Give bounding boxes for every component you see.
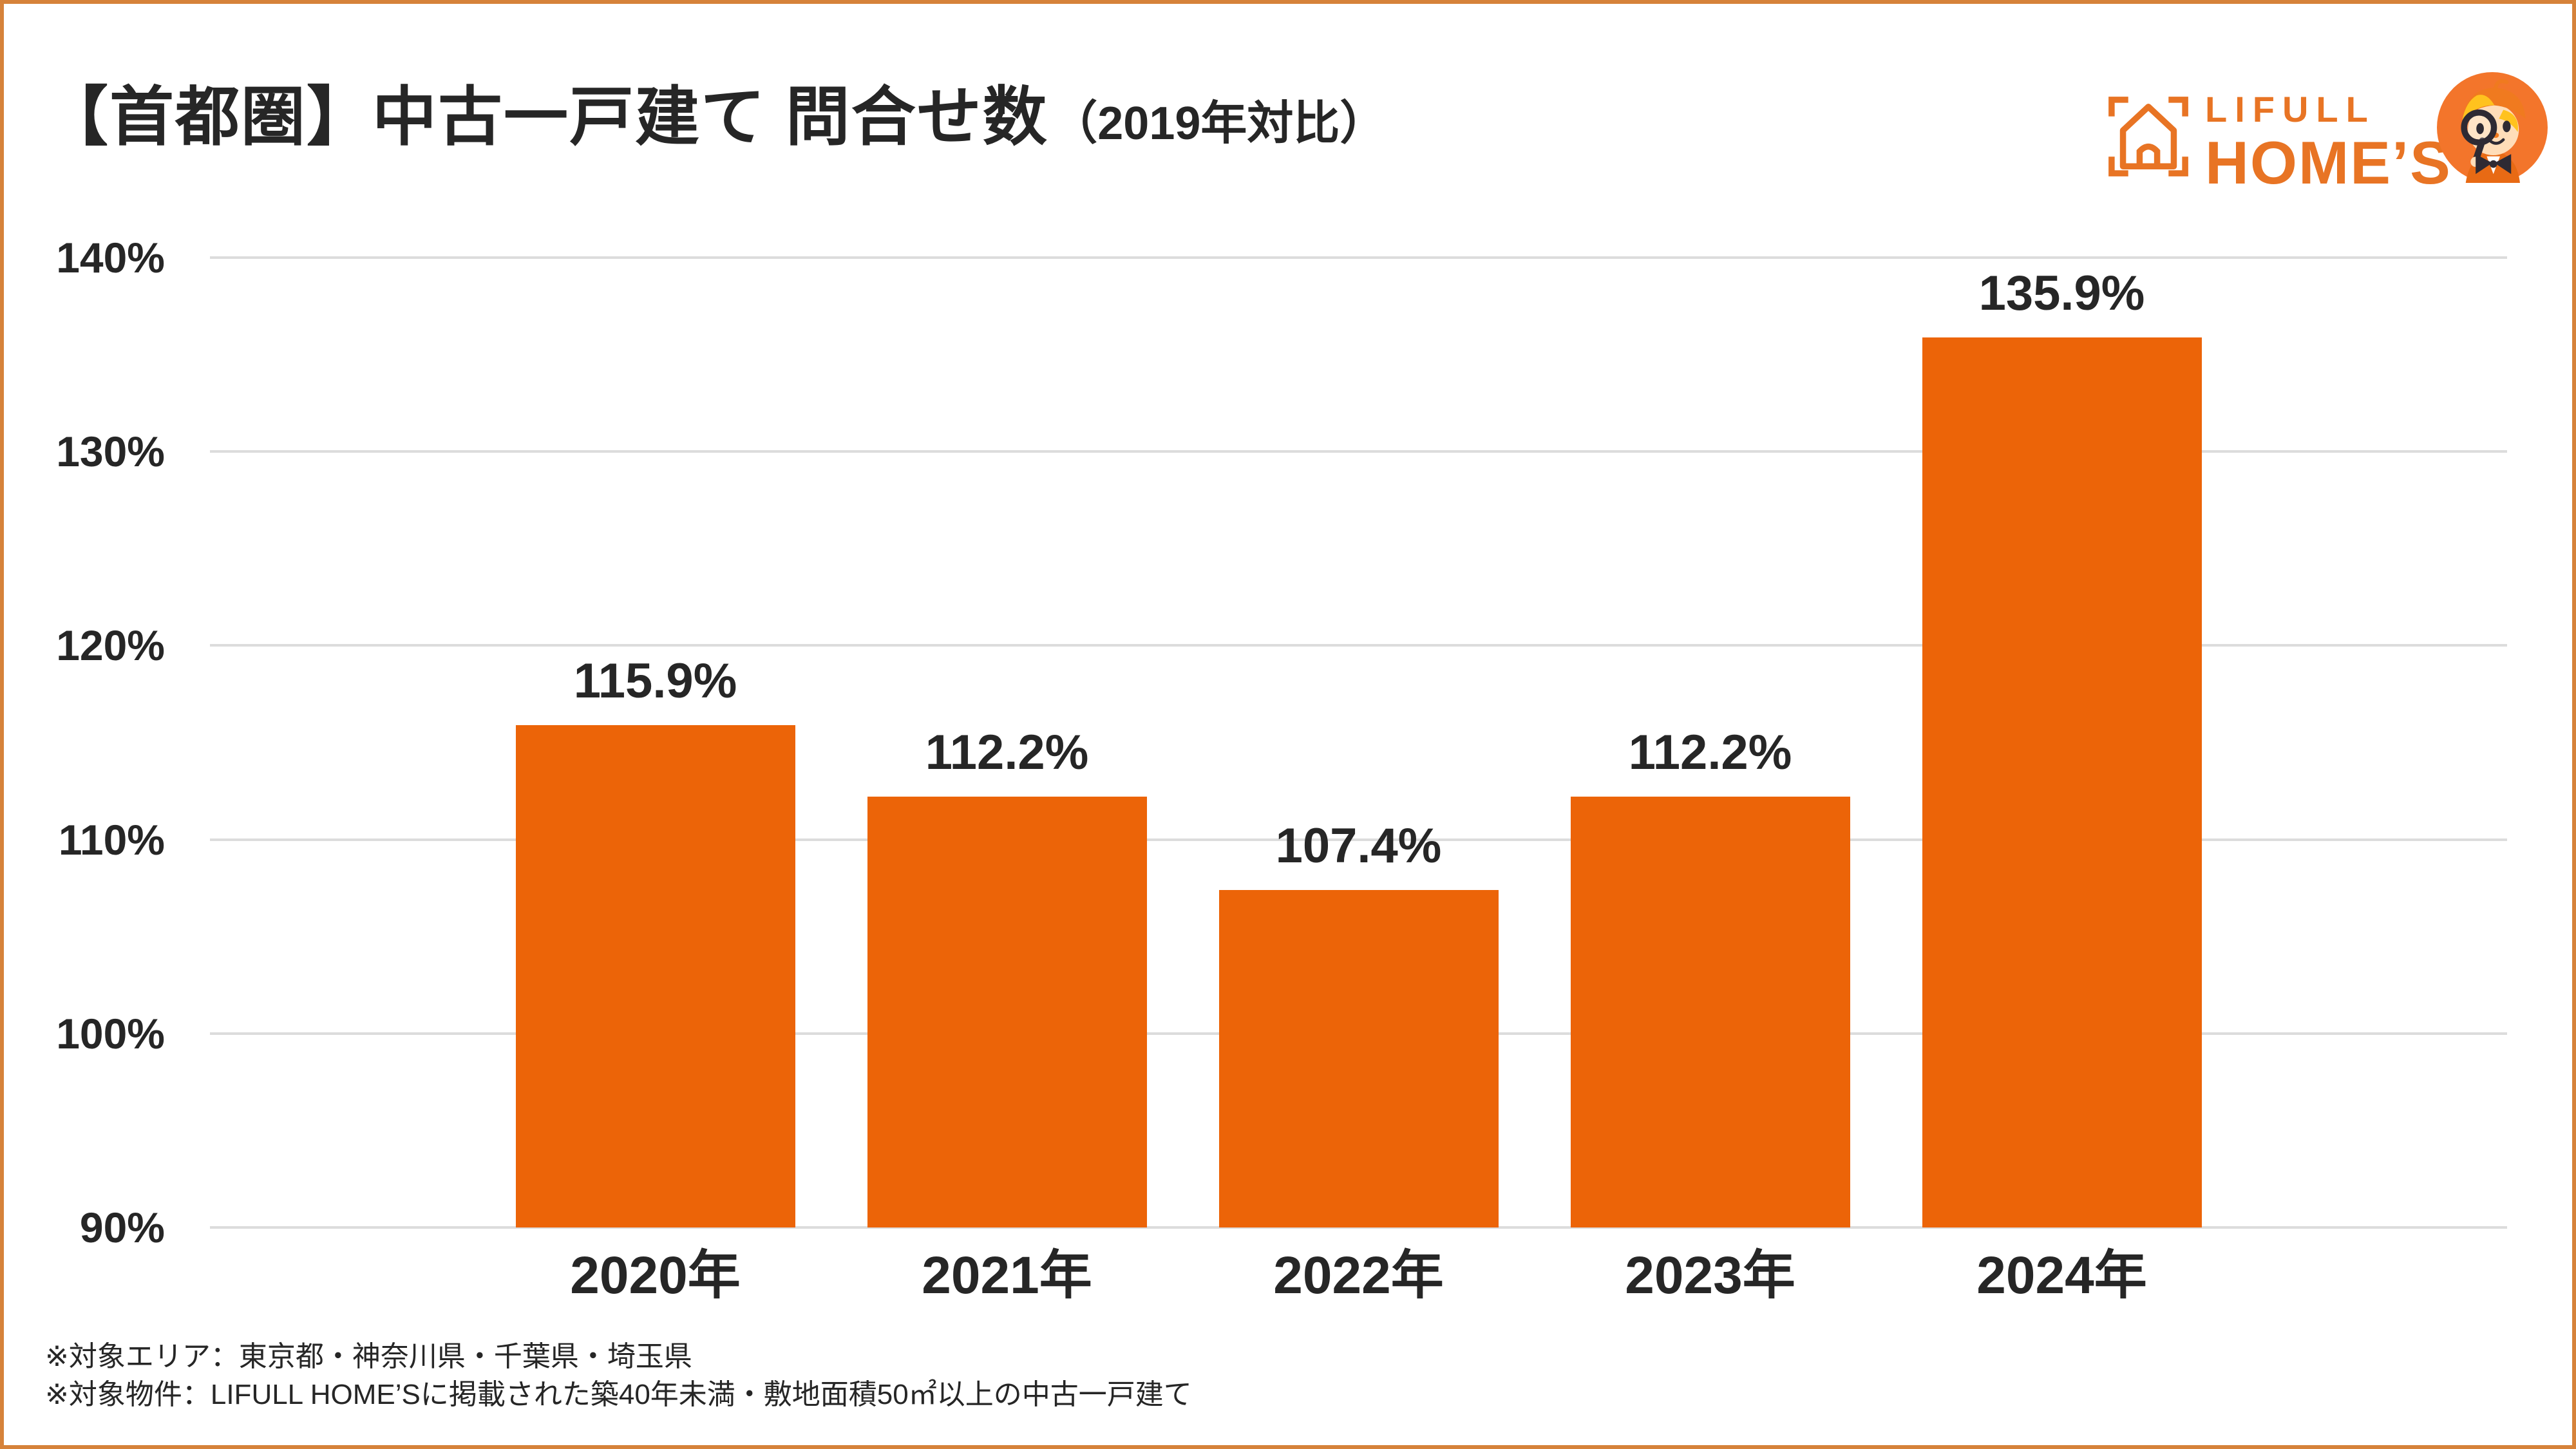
bar-value-label: 107.4% [1275, 818, 1442, 873]
page-title: 【首都圏】中古一戸建て 問合せ数 （2019年対比） [44, 82, 1386, 152]
page-title-main: 【首都圏】中古一戸建て 問合せ数 [44, 81, 1048, 153]
bar [867, 797, 1147, 1227]
logo-lifull-text: LIFULL [2205, 89, 2376, 129]
bar [515, 724, 795, 1227]
gridline-140 [210, 256, 2507, 259]
bar-chart-plot-area: 140% 130% 120% 110% 100% 90% 115.9% 2020年 112.2… [56, 236, 2507, 1302]
bar-value-label: 112.2% [925, 725, 1089, 781]
x-axis-label: 2022年 [1273, 1246, 1444, 1305]
x-axis-label: 2020年 [570, 1246, 741, 1305]
lifull-homes-logo: LIFULL HOME’S [2097, 68, 2561, 196]
y-axis-tick-label: 100% [56, 1009, 165, 1057]
x-axis-label: 2021年 [922, 1246, 1092, 1305]
homes-frame-house-icon [2108, 97, 2188, 176]
bars-row: 115.9% 2020年 112.2% 2021年 107.4% 2022年 112.2% 2… [210, 258, 2507, 1302]
gridline-130 [210, 450, 2507, 453]
bar-group-2020年: 115.9% 2020年 [515, 258, 795, 1302]
homes-kun-mascot [2437, 72, 2548, 183]
bar-group-2021年: 112.2% 2021年 [867, 258, 1147, 1302]
bar-group-2023年: 112.2% 2023年 [1570, 258, 1850, 1302]
gridline-120 [210, 644, 2507, 647]
footnote-property: ※対象物件：LIFULL HOME’Sに掲載された築40年未満・敷地面積50㎡以… [45, 1378, 1192, 1410]
x-axis-label: 2023年 [1625, 1246, 1795, 1305]
y-axis-tick-label: 140% [56, 234, 165, 281]
bar-value-label: 112.2% [1628, 725, 1792, 781]
x-axis-label: 2024年 [1976, 1246, 2147, 1305]
bar-group-2022年: 107.4% 2022年 [1218, 258, 1499, 1302]
y-axis-tick-label: 110% [58, 815, 165, 864]
bar [1218, 889, 1499, 1227]
y-axis-tick-label: 120% [56, 621, 165, 670]
y-axis-tick-label: 130% [56, 428, 165, 476]
footnotes: ※対象エリア：東京都・神奈川県・千葉県・埼玉県 ※対象物件：LIFULL HOM… [45, 1338, 1192, 1414]
footnote-area: ※対象エリア：東京都・神奈川県・千葉県・埼玉県 [45, 1341, 692, 1372]
y-axis-tick-label: 90% [79, 1204, 165, 1251]
logo-homes-text: HOME’S [2205, 129, 2452, 196]
page-title-note: （2019年対比） [1051, 98, 1387, 149]
bar [1570, 797, 1850, 1227]
logo-wordmark: LIFULL HOME’S [2205, 89, 2452, 196]
bar [1922, 337, 2202, 1227]
bar-group-2024年: 135.9% 2024年 [1922, 258, 2202, 1302]
gridline-110 [210, 838, 2507, 841]
bar-value-label: 135.9% [1978, 265, 2145, 321]
gridline-90 [210, 1226, 2507, 1229]
bar-value-label: 115.9% [573, 653, 737, 708]
